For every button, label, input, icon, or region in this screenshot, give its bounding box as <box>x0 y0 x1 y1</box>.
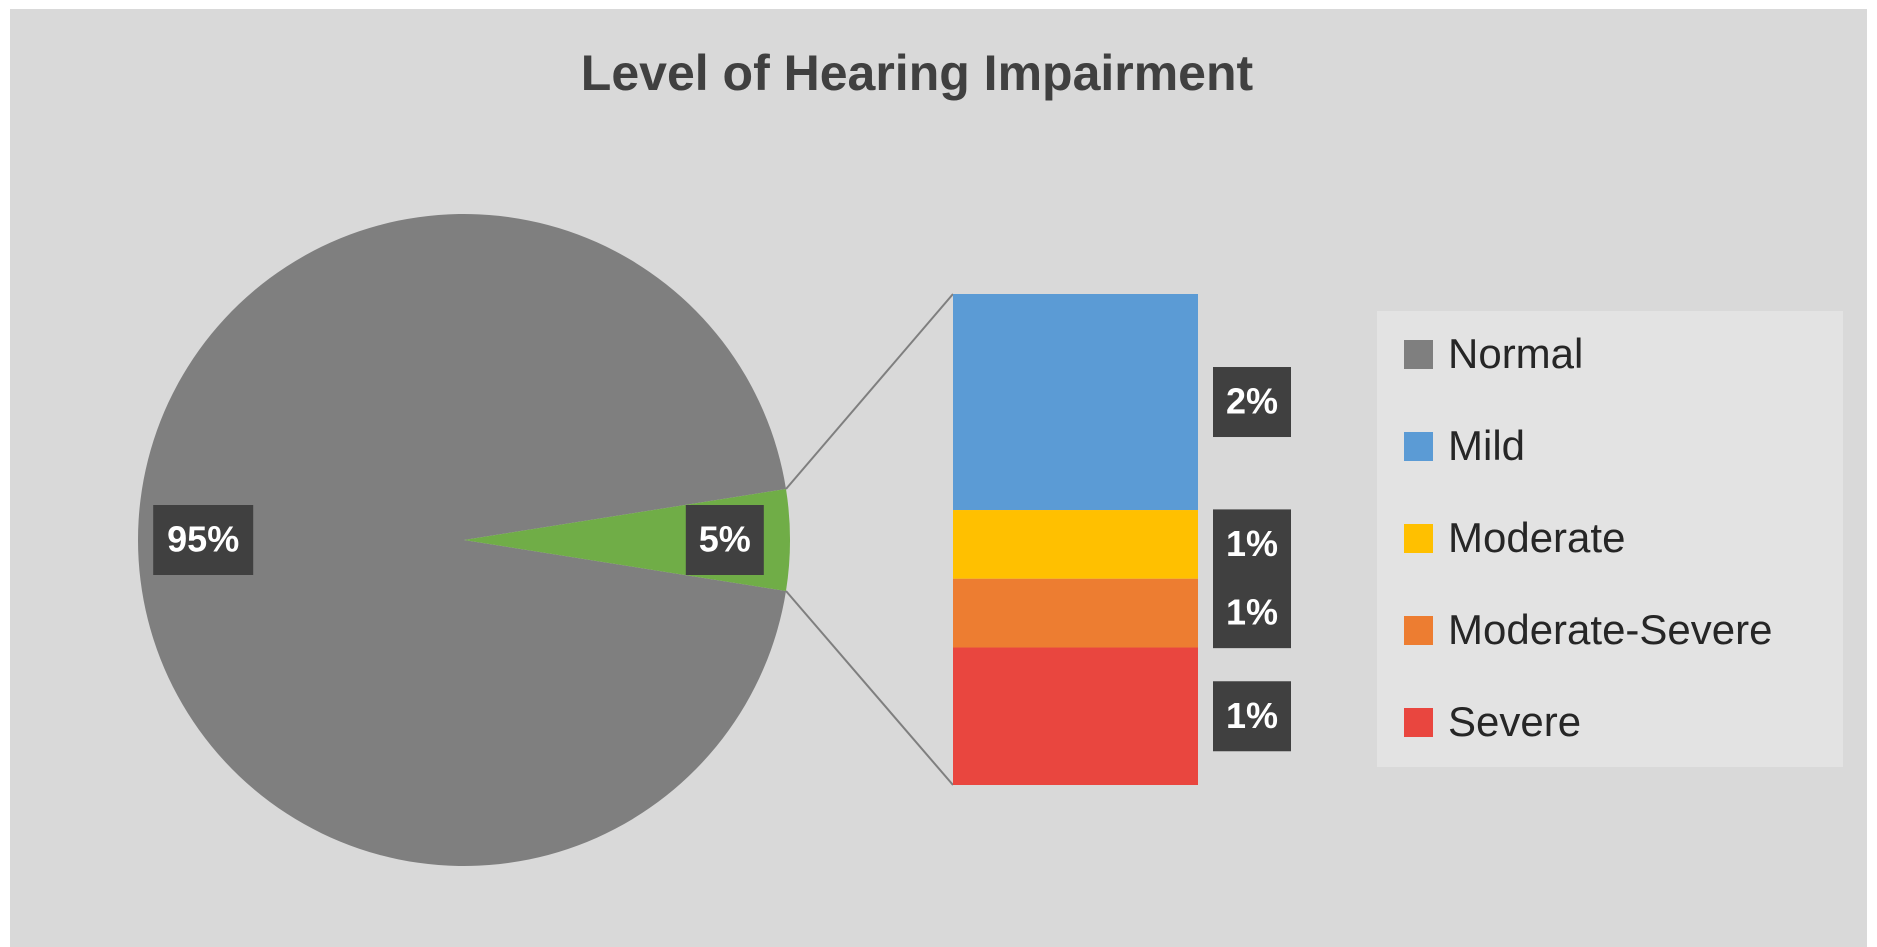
legend-swatch <box>1404 524 1433 553</box>
legend-swatch <box>1404 432 1433 461</box>
chart-title: Level of Hearing Impairment <box>581 45 1254 101</box>
data-label: 95% <box>167 519 239 560</box>
data-label: 1% <box>1226 523 1278 564</box>
legend-label: Severe <box>1448 698 1581 745</box>
legend-label: Moderate-Severe <box>1448 606 1773 653</box>
bar-segment <box>953 578 1198 648</box>
data-label: 2% <box>1226 381 1278 422</box>
bar-segment <box>953 647 1198 785</box>
data-label-box <box>1213 578 1291 649</box>
data-label-box <box>1213 509 1291 580</box>
connector-line <box>785 590 954 786</box>
bar-segment <box>953 510 1198 579</box>
bar-segment <box>953 294 1198 511</box>
connector-line <box>785 293 954 490</box>
legend-swatch <box>1404 708 1433 737</box>
data-label: 5% <box>699 519 751 560</box>
legend-swatch <box>1404 616 1433 645</box>
legend <box>1377 311 1843 767</box>
legend-label: Normal <box>1448 330 1583 377</box>
data-label-box <box>1213 681 1291 752</box>
legend-label: Moderate <box>1448 514 1625 561</box>
data-label-box <box>153 505 254 575</box>
legend-swatch <box>1404 340 1433 369</box>
data-label: 1% <box>1226 592 1278 633</box>
legend-label: Mild <box>1448 422 1525 469</box>
data-label: 1% <box>1226 695 1278 736</box>
data-label-box <box>685 505 764 575</box>
data-label-box <box>1213 367 1291 438</box>
pie-slice <box>138 214 786 866</box>
